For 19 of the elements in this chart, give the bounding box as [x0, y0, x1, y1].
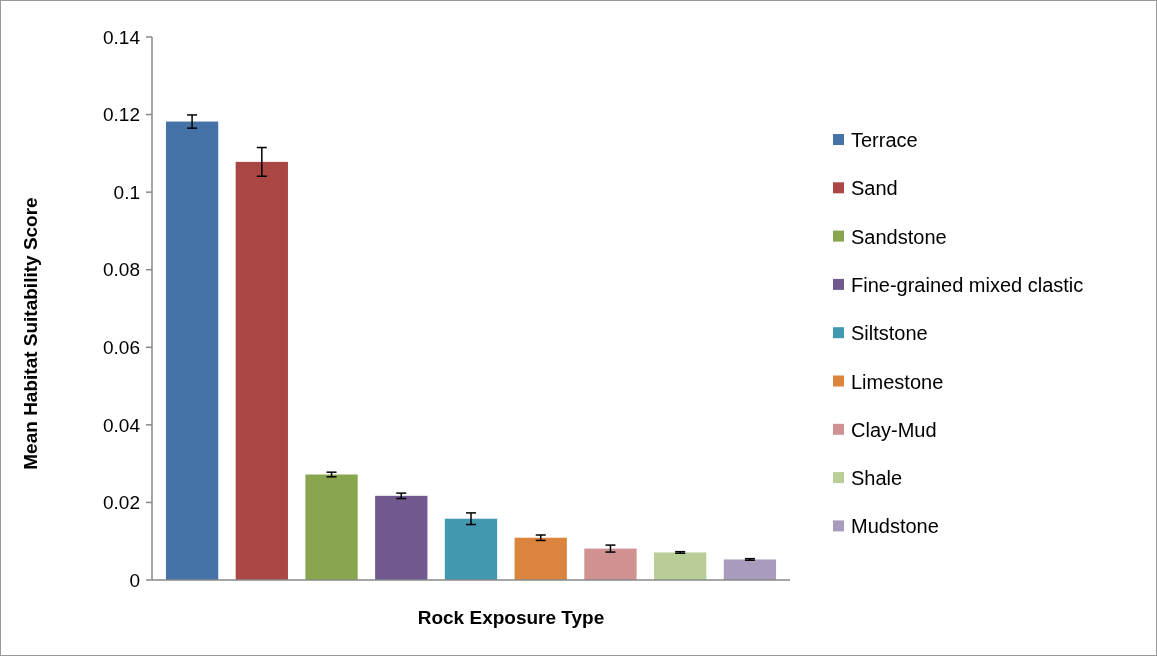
y-tick-label: 0.12: [103, 104, 140, 126]
legend-label: Siltstone: [851, 322, 928, 345]
y-tick-label: 0.06: [103, 336, 140, 358]
y-tick-label: 0.08: [103, 259, 140, 281]
legend-label: Terrace: [851, 129, 918, 151]
legend-label: Limestone: [851, 370, 944, 393]
legend-label: Clay-Mud: [851, 418, 937, 441]
legend-label: Sandstone: [851, 225, 947, 248]
x-axis-title: Rock Exposure Type: [417, 607, 605, 628]
legend-label: Shale: [851, 467, 903, 490]
y-tick-label: 0.1: [113, 181, 140, 203]
y-axis-title: Mean Habitat Suitability Score: [20, 197, 41, 470]
legend-label: Sand: [851, 177, 898, 200]
y-tick-label: 0.02: [103, 492, 140, 514]
legend-label: Fine-grained mixed clastic: [851, 273, 1084, 296]
y-tick-label: 0: [129, 569, 140, 591]
y-tick-label: 0.04: [103, 414, 141, 436]
y-tick-label: 0.14: [103, 26, 141, 48]
legend-label: Mudstone: [851, 515, 939, 538]
